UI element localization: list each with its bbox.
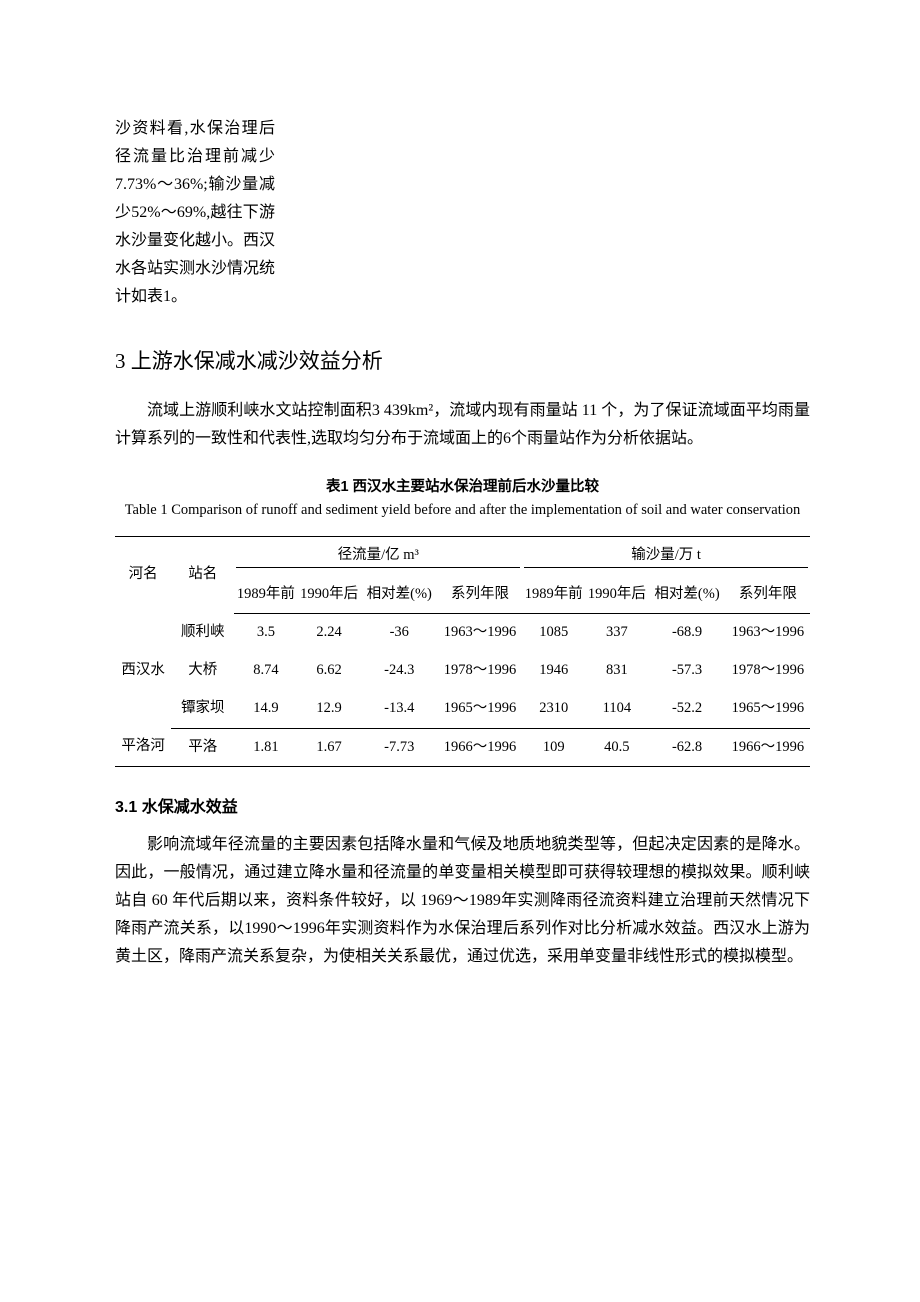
section-3-1-heading: 3.1 水保减水效益 — [115, 793, 810, 817]
table-row: 西汉水 顺利峡 3.5 2.24 -36 1963～1996 1085 337 … — [115, 614, 810, 652]
cell-r-after: 1.67 — [298, 728, 361, 767]
cell-s-diff: -68.9 — [648, 614, 725, 652]
cell-r-diff: -7.73 — [361, 728, 438, 767]
section-3-heading: 3 上游水保减水减沙效益分析 — [115, 345, 810, 375]
th-s-diff: 相对差(%) — [648, 576, 725, 614]
cell-station: 大桥 — [171, 652, 234, 690]
cell-r-years: 1965～1996 — [438, 690, 522, 728]
cell-s-before: 1946 — [522, 652, 585, 690]
cell-s-diff: -62.8 — [648, 728, 725, 767]
paragraph-section31-body: 影响流域年径流量的主要因素包括降水量和气候及地质地貌类型等，但起决定因素的是降水… — [115, 831, 810, 971]
cell-r-years: 1966～1996 — [438, 728, 522, 767]
cell-river: 平洛河 — [115, 728, 171, 767]
paragraph-section3-body: 流域上游顺利峡水文站控制面积3 439km²，流域内现有雨量站 11 个，为了保… — [115, 397, 810, 453]
th-runoff-group: 径流量/亿 m³ — [234, 536, 522, 575]
cell-s-before: 2310 — [522, 690, 585, 728]
cell-r-after: 2.24 — [298, 614, 361, 652]
cell-river: 西汉水 — [115, 614, 171, 728]
table-row: 镡家坝 14.9 12.9 -13.4 1965～1996 2310 1104 … — [115, 690, 810, 728]
th-runoff-label: 径流量/亿 m³ — [236, 545, 520, 568]
cell-s-before: 1085 — [522, 614, 585, 652]
table1-caption-cn: 表1 西汉水主要站水保治理前后水沙量比较 — [115, 475, 810, 496]
th-sediment-group: 输沙量/万 t — [522, 536, 810, 575]
cell-s-years: 1978～1996 — [726, 652, 810, 690]
cell-r-diff: -24.3 — [361, 652, 438, 690]
paragraph-section3-text: 流域上游顺利峡水文站控制面积3 439km²，流域内现有雨量站 11 个，为了保… — [115, 402, 810, 447]
cell-s-years: 1963～1996 — [726, 614, 810, 652]
cell-r-after: 6.62 — [298, 652, 361, 690]
th-s-years: 系列年限 — [726, 576, 810, 614]
paragraph-section31-text: 影响流域年径流量的主要因素包括降水量和气候及地质地貌类型等，但起决定因素的是降水… — [115, 836, 810, 965]
table-row: 大桥 8.74 6.62 -24.3 1978～1996 1946 831 -5… — [115, 652, 810, 690]
cell-r-before: 3.5 — [234, 614, 297, 652]
cell-r-before: 8.74 — [234, 652, 297, 690]
cell-s-after: 1104 — [585, 690, 648, 728]
cell-station: 平洛 — [171, 728, 234, 767]
page-container: 沙资料看,水保治理后径流量比治理前减少7.73%～36%;输沙量减少52%～69… — [0, 0, 920, 1057]
table1-caption-en: Table 1 Comparison of runoff and sedimen… — [115, 500, 810, 522]
paragraph-intro: 沙资料看,水保治理后径流量比治理前减少7.73%～36%;输沙量减少52%～69… — [115, 115, 275, 311]
th-r-diff: 相对差(%) — [361, 576, 438, 614]
cell-s-before: 109 — [522, 728, 585, 767]
cell-s-years: 1966～1996 — [726, 728, 810, 767]
th-r-after: 1990年后 — [298, 576, 361, 614]
th-station: 站名 — [171, 536, 234, 614]
cell-r-diff: -36 — [361, 614, 438, 652]
paragraph-intro-text: 沙资料看,水保治理后径流量比治理前减少7.73%～36%;输沙量减少52%～69… — [115, 120, 275, 305]
table-row: 平洛河 平洛 1.81 1.67 -7.73 1966～1996 109 40.… — [115, 728, 810, 767]
th-s-before: 1989年前 — [522, 576, 585, 614]
cell-r-years: 1963～1996 — [438, 614, 522, 652]
cell-station: 镡家坝 — [171, 690, 234, 728]
cell-s-diff: -52.2 — [648, 690, 725, 728]
cell-s-after: 40.5 — [585, 728, 648, 767]
th-river: 河名 — [115, 536, 171, 614]
th-r-years: 系列年限 — [438, 576, 522, 614]
cell-r-before: 1.81 — [234, 728, 297, 767]
cell-s-after: 337 — [585, 614, 648, 652]
cell-r-years: 1978～1996 — [438, 652, 522, 690]
th-sediment-label: 输沙量/万 t — [524, 545, 808, 568]
cell-s-after: 831 — [585, 652, 648, 690]
cell-station: 顺利峡 — [171, 614, 234, 652]
table1: 河名 站名 径流量/亿 m³ 输沙量/万 t 1989年前 1990年后 相对差… — [115, 536, 810, 768]
th-s-after: 1990年后 — [585, 576, 648, 614]
cell-s-diff: -57.3 — [648, 652, 725, 690]
cell-r-before: 14.9 — [234, 690, 297, 728]
cell-r-after: 12.9 — [298, 690, 361, 728]
th-r-before: 1989年前 — [234, 576, 297, 614]
cell-r-diff: -13.4 — [361, 690, 438, 728]
cell-s-years: 1965～1996 — [726, 690, 810, 728]
